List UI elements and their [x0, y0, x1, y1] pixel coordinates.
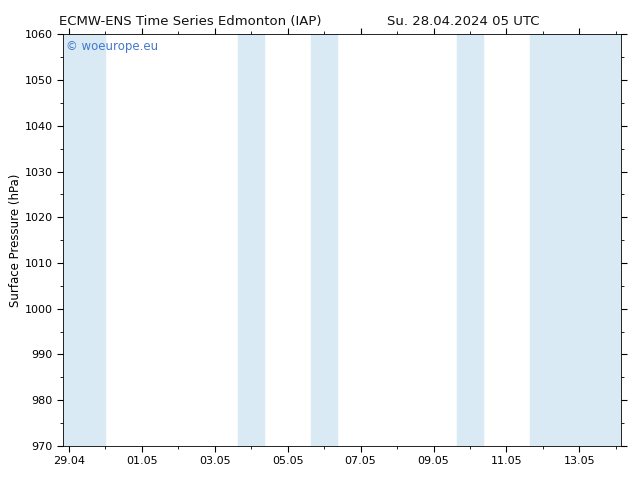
Text: Su. 28.04.2024 05 UTC: Su. 28.04.2024 05 UTC: [387, 15, 539, 28]
Text: ECMW-ENS Time Series Edmonton (IAP): ECMW-ENS Time Series Edmonton (IAP): [59, 15, 321, 28]
Text: © woeurope.eu: © woeurope.eu: [66, 41, 158, 53]
Bar: [311, 34, 337, 446]
Bar: [530, 34, 621, 446]
Bar: [238, 34, 264, 446]
Bar: [457, 34, 482, 446]
Y-axis label: Surface Pressure (hPa): Surface Pressure (hPa): [9, 173, 22, 307]
Bar: [63, 34, 105, 446]
